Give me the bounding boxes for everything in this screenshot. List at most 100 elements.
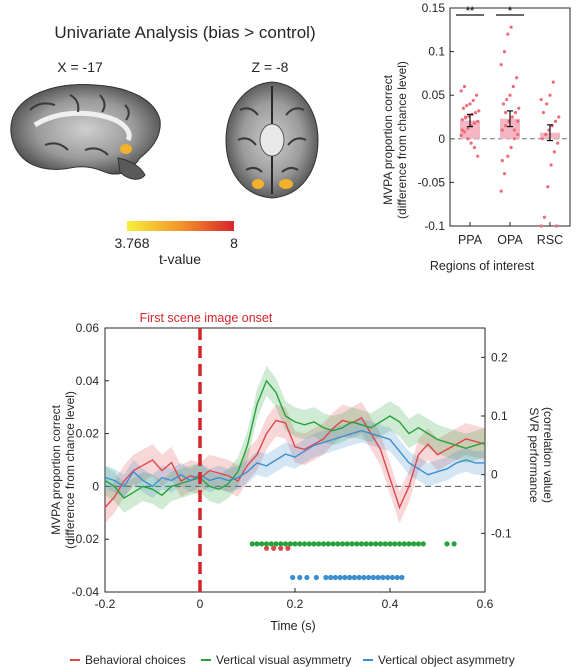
bar-subject-dot [553, 119, 558, 123]
sig-dot [313, 574, 319, 581]
bar-ytick-label: -0.05 [418, 175, 446, 189]
bar-subject-dot [465, 104, 469, 108]
bar-subject-dot [513, 111, 518, 115]
bar-subject-dot [477, 109, 481, 113]
brain-panel-title: Univariate Analysis (bias > control) [54, 23, 315, 42]
bar-subject-dot [556, 141, 560, 145]
bar-subject-dot [540, 137, 544, 141]
sig-dot [389, 574, 395, 581]
colorbar-max-label: 8 [230, 235, 238, 251]
bar-subject-dot [473, 111, 478, 115]
axial-activation-blob-right [279, 179, 293, 189]
bar-ylabel-line2: (difference from chance level) [395, 61, 409, 219]
sig-dot [316, 541, 322, 547]
line-xtick-label: 0 [197, 597, 204, 611]
sig-dot [342, 574, 348, 581]
colorbar-min-label: 3.768 [114, 235, 149, 251]
sig-dot [320, 541, 327, 547]
sig-dot [411, 541, 417, 547]
legend-label-visual: Vertical visual asymmetry [216, 653, 351, 667]
timecourse-chart: MVPA proportion correct (difference from… [49, 311, 555, 633]
bar-ytick-label: 0.15 [422, 1, 446, 15]
bar-subject-dot [504, 111, 508, 115]
sig-dot [292, 541, 298, 547]
axial-activation-blob-left [252, 179, 264, 189]
line-ylabel-line2: (difference from chance level) [63, 391, 77, 549]
bar-subject-dot [512, 128, 517, 132]
legend-label-behavioral: Behavioral choices [85, 653, 186, 667]
bar-subject-dot [471, 98, 475, 103]
legend-label-object: Vertical object asymmetry [378, 653, 515, 667]
bar-subject-dot [500, 159, 504, 163]
sig-dot [337, 574, 343, 581]
sig-dot [375, 574, 381, 581]
line-y2tick-label: 0.1 [491, 409, 508, 423]
bar-subject-dot [509, 145, 513, 150]
bar-subject-dot [460, 128, 464, 132]
sig-dot [377, 541, 384, 547]
onset-annotation: First scene image onset [140, 311, 273, 325]
bar-xtick-label: RSC [537, 233, 563, 247]
bar-subject-dot [462, 84, 467, 89]
bar-subject-dot [461, 106, 465, 110]
line-xtick-label: 0.4 [382, 597, 399, 611]
bar-subject-dot [504, 124, 508, 128]
bar-subject-dot [516, 119, 520, 123]
sagittal-activation-blob [120, 144, 132, 154]
sig-dot [335, 541, 341, 547]
sig-dot [366, 574, 372, 581]
bar-xtick-label: PPA [458, 233, 483, 247]
bar-subject-dot [502, 50, 507, 54]
sig-dot [349, 541, 355, 547]
bar-subject-dot [500, 128, 504, 132]
sig-dot [401, 541, 407, 547]
bar-subject-dot [548, 93, 552, 97]
bar-subject-dot [539, 97, 543, 102]
sig-dot [399, 574, 405, 581]
series-line-vertical-visual-asymmetry [104, 379, 486, 500]
sig-dot [278, 541, 284, 547]
sig-dot [330, 541, 336, 547]
line-ytick-label: 0 [92, 479, 99, 493]
line-ylabel-line1: MVPA proportion correct [49, 404, 63, 534]
line-ytick-label: 0.06 [76, 321, 100, 335]
sig-dot [351, 574, 357, 581]
bar-subject-dot [475, 93, 479, 97]
bar-subject-dot [557, 115, 561, 119]
bar-xlabel: Regions of interest [430, 259, 535, 273]
colorbar [127, 221, 234, 231]
bar-subject-dot [551, 80, 555, 84]
sig-dot [385, 574, 391, 581]
bar-ppa [460, 120, 480, 139]
bar-subject-dot [469, 141, 473, 145]
sig-dot [287, 541, 293, 547]
bar-subject-dot [466, 126, 470, 130]
line-y2tick-label: 0.2 [491, 350, 508, 364]
sig-dot [311, 541, 317, 547]
colorbar-label: t-value [159, 251, 201, 267]
sig-dot [347, 574, 353, 581]
sig-dot [304, 574, 310, 581]
line-ytick-label: 0.02 [76, 427, 100, 441]
bar-subject-dot [544, 132, 548, 137]
bar-subject-dot [511, 84, 515, 89]
bar-subject-dot [510, 115, 514, 119]
bar-subject-dot [472, 145, 476, 150]
bar-subject-dot [499, 63, 503, 67]
bar-subject-dot [502, 172, 507, 176]
sig-dot [382, 541, 388, 547]
bar-subject-dot [542, 215, 547, 219]
bar-subject-dot [476, 119, 480, 123]
axial-brain-slice [225, 81, 319, 199]
sig-dot [387, 541, 393, 547]
brain-panel: Univariate Analysis (bias > control) X =… [10, 23, 319, 267]
line-y2label-line1: SVR performance [527, 407, 541, 503]
bar-subject-dot [552, 150, 557, 154]
bar-opa [500, 118, 520, 139]
sig-dot [396, 541, 403, 547]
sig-dot [392, 541, 398, 547]
sig-dot [380, 574, 386, 581]
sig-dot [297, 541, 303, 547]
line-ytick-label: -0.04 [72, 585, 100, 599]
